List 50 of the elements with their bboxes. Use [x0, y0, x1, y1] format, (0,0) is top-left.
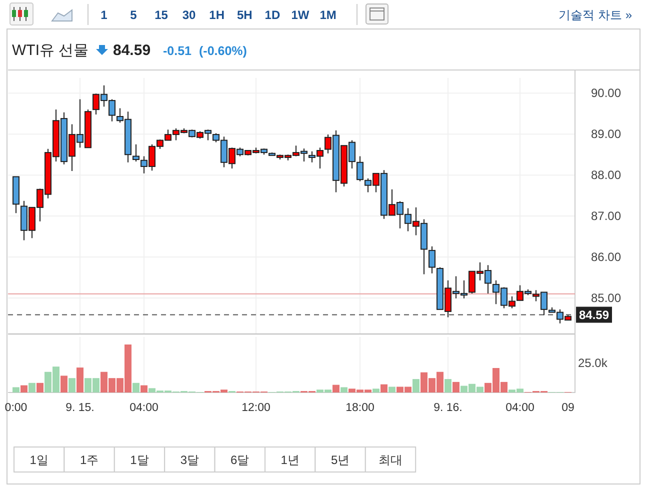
text: (-0.60%)	[199, 44, 247, 58]
bar	[332, 384, 340, 392]
text: 5년	[330, 453, 350, 467]
text: 3달	[180, 453, 200, 467]
chart-title: WTI유 선물	[12, 42, 89, 59]
bar	[412, 379, 420, 392]
x-tick-label: 04:00	[506, 402, 534, 414]
x-tick-label: 9. 15.	[66, 402, 94, 414]
x-tick-label: 9. 16.	[434, 402, 462, 414]
text: 1달	[130, 453, 149, 467]
x-tick-label: 0:00	[4, 402, 28, 414]
ref-line-label: 84.59	[578, 308, 610, 322]
y-tick-label: 90.00	[591, 86, 622, 100]
text: -0.51	[163, 44, 192, 58]
y-tick-label: 87.00	[591, 209, 622, 224]
bar	[12, 387, 20, 392]
bar	[36, 382, 44, 392]
text: 1년	[280, 453, 300, 467]
candlestick	[356, 156, 364, 182]
bar	[380, 384, 388, 392]
text: 1일	[30, 453, 48, 467]
bar	[20, 385, 28, 392]
y-tick-label: 89.00	[591, 127, 622, 142]
bar	[140, 385, 148, 392]
x-tick-label: 04:00	[130, 402, 158, 414]
bar	[60, 376, 68, 392]
candlestick	[132, 144, 140, 162]
text: 25.0k	[578, 356, 608, 370]
bar	[28, 382, 36, 392]
bar	[340, 387, 348, 392]
x-tick-label: 12:00	[242, 402, 270, 414]
y-tick-label: 88.00	[591, 168, 622, 182]
text: 1주	[80, 453, 99, 467]
text: 6달	[230, 453, 250, 467]
text: 기술적 차트 »	[558, 8, 632, 22]
text: 1 5 15 30 1H 5H 1D 1W 1M	[100, 8, 336, 22]
x-tick-label: 09	[562, 402, 574, 414]
x-tick-label: 18:00	[346, 402, 374, 414]
y-tick-label: 86.00	[591, 250, 622, 264]
candlestick	[428, 246, 436, 274]
bar	[452, 382, 460, 392]
bar	[76, 368, 84, 392]
bar	[68, 378, 76, 392]
y-tick-label: 85.00	[591, 290, 622, 305]
bar	[388, 386, 396, 392]
bar	[132, 382, 140, 392]
bar	[444, 379, 452, 392]
text: 84.59	[113, 42, 151, 59]
bar	[372, 388, 380, 392]
text: 최대	[378, 453, 402, 467]
